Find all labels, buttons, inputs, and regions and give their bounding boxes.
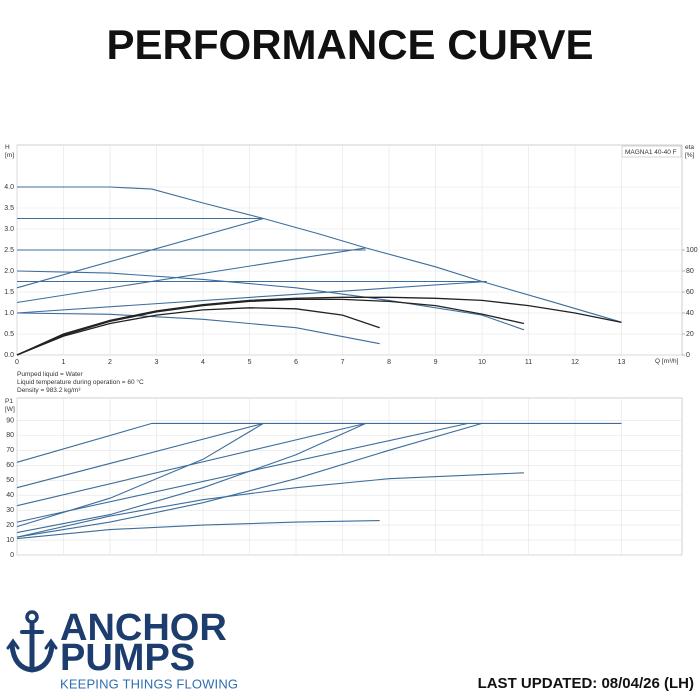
y-label: P1 (5, 398, 13, 405)
curve (16, 270, 525, 331)
y-tick-label: 1.5 (4, 289, 14, 296)
logo-text: PUMPS (60, 637, 195, 679)
y2-tick-label: 100 (686, 247, 698, 254)
y-tick-label: 3.0 (4, 226, 14, 233)
annotation: MAGNA1 40-40 F (625, 149, 677, 156)
y2-label: eta (685, 144, 694, 151)
bottom-frame (16, 397, 683, 556)
curve (16, 312, 380, 345)
x-tick-label: 4 (201, 359, 205, 366)
note: Liquid temperature during operation = 60… (17, 378, 144, 386)
y-tick-label: 0.0 (4, 352, 14, 359)
y2-unit: [%] (685, 152, 695, 159)
x-tick-label: 2 (108, 359, 112, 366)
y-tick-label: 90 (6, 417, 14, 424)
y-tick-label: 20 (6, 522, 14, 529)
logo (6, 610, 58, 673)
x-tick-label: 0 (15, 359, 19, 366)
curve (16, 472, 524, 538)
y2-tick-label: 20 (686, 331, 694, 338)
note: Density = 983.2 kg/m³ (17, 387, 81, 394)
page-title: PERFORMANCE CURVE (107, 21, 594, 68)
curve (16, 422, 366, 507)
x-tick-label: 13 (618, 359, 626, 366)
curve (16, 247, 366, 304)
curve (16, 307, 380, 356)
curve (16, 298, 525, 356)
curve (16, 422, 469, 523)
curve (16, 422, 264, 489)
y-tick-label: 1.0 (4, 310, 14, 317)
y-tick-label: 0.5 (4, 331, 14, 338)
y2-tick-label: 0 (686, 352, 690, 359)
x-tick-label: 9 (434, 359, 438, 366)
y2-tick-label: 80 (686, 268, 694, 275)
x-tick-label: 12 (571, 359, 579, 366)
y-tick-label: 60 (6, 462, 14, 469)
y-unit: [W] (5, 406, 15, 413)
curve (17, 186, 622, 323)
x-tick-label: 5 (248, 359, 252, 366)
y-tick-label: 2.0 (4, 268, 14, 275)
y-tick-label: 4.0 (4, 184, 14, 191)
y-tick-label: 2.5 (4, 247, 14, 254)
y-tick-label: 80 (6, 432, 14, 439)
y-tick-label: 10 (6, 537, 14, 544)
x-tick-label: 1 (62, 359, 66, 366)
curve (16, 217, 264, 289)
curve (16, 296, 622, 356)
logo-tagline: KEEPING THINGS FLOWING (60, 676, 238, 691)
curve (16, 422, 483, 538)
curve (16, 280, 487, 314)
y-tick-label: 50 (6, 477, 14, 484)
y2-tick-label: 60 (686, 289, 694, 296)
y-tick-label: 40 (6, 492, 14, 499)
curve (16, 520, 380, 540)
x-tick-label: 6 (294, 359, 298, 366)
y-label: H (5, 144, 10, 151)
y-unit: [m] (5, 152, 14, 159)
y-tick-label: 3.5 (4, 205, 14, 212)
note: Pumped liquid = Water (17, 371, 84, 378)
x-tick-label: 8 (387, 359, 391, 366)
x-tick-label: 11 (525, 359, 532, 366)
annotation-box (621, 145, 682, 158)
logo-text: ANCHOR (60, 607, 227, 649)
last-updated: LAST UPDATED: 08/04/26 (LH) (478, 675, 694, 692)
curve (16, 422, 622, 463)
curve (16, 422, 367, 534)
x-tick-label: 3 (155, 359, 159, 366)
x-label: Q [m³/h] (655, 358, 679, 365)
y2-tick-label: 40 (686, 310, 694, 317)
x-tick-label: 7 (341, 359, 345, 366)
y-tick-label: 30 (6, 507, 14, 514)
x-tick-label: 10 (478, 359, 486, 366)
y-tick-label: 70 (6, 447, 14, 454)
y-tick-label: 0 (10, 552, 14, 559)
